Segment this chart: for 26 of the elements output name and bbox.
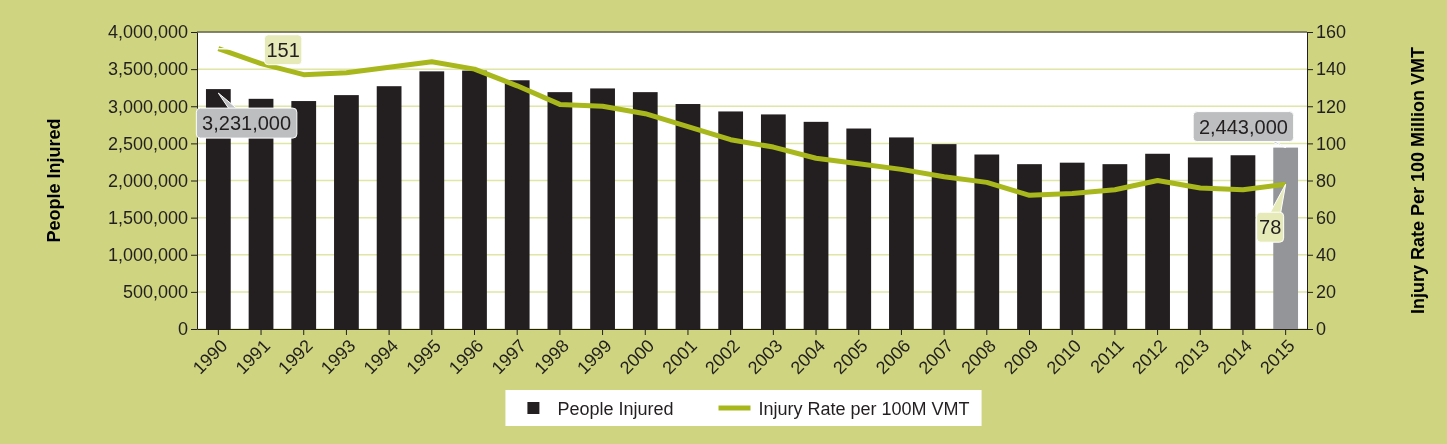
y2-tick-label: 160 (1316, 22, 1347, 43)
data-label: 151 (266, 38, 300, 61)
y2-axis-title: Injury Rate Per 100 Million VMT (1408, 46, 1428, 315)
y-axis-title: People Injured (44, 118, 64, 243)
y2-tick-label: 0 (1316, 319, 1327, 340)
y-tick-label: 1,000,000 (107, 245, 188, 266)
y-tick-label: 3,500,000 (107, 59, 188, 80)
y2-tick-label: 120 (1316, 96, 1347, 117)
y-tick-label: 500,000 (122, 282, 188, 303)
y2-tick-label: 100 (1316, 133, 1347, 154)
y2-tick-label: 40 (1316, 245, 1337, 266)
data-label: 3,231,000 (202, 112, 292, 135)
legend-label: People Injured (557, 399, 674, 419)
y-tick-label: 1,500,000 (107, 207, 188, 228)
y-tick-label: 2,500,000 (107, 133, 188, 154)
y-tick-label: 2,000,000 (107, 170, 188, 191)
y-tick-label: 4,000,000 (107, 22, 188, 43)
data-label: 2,443,000 (1198, 115, 1288, 138)
legend-label: Injury Rate per 100M VMT (758, 399, 970, 419)
y2-tick-label: 60 (1316, 207, 1337, 228)
data-label: 78 (1259, 216, 1282, 239)
y2-tick-label: 140 (1316, 59, 1347, 80)
y2-tick-label: 80 (1316, 170, 1337, 191)
y-tick-label: 0 (177, 319, 188, 340)
y2-tick-label: 20 (1316, 282, 1337, 303)
y-tick-label: 3,000,000 (107, 96, 188, 117)
